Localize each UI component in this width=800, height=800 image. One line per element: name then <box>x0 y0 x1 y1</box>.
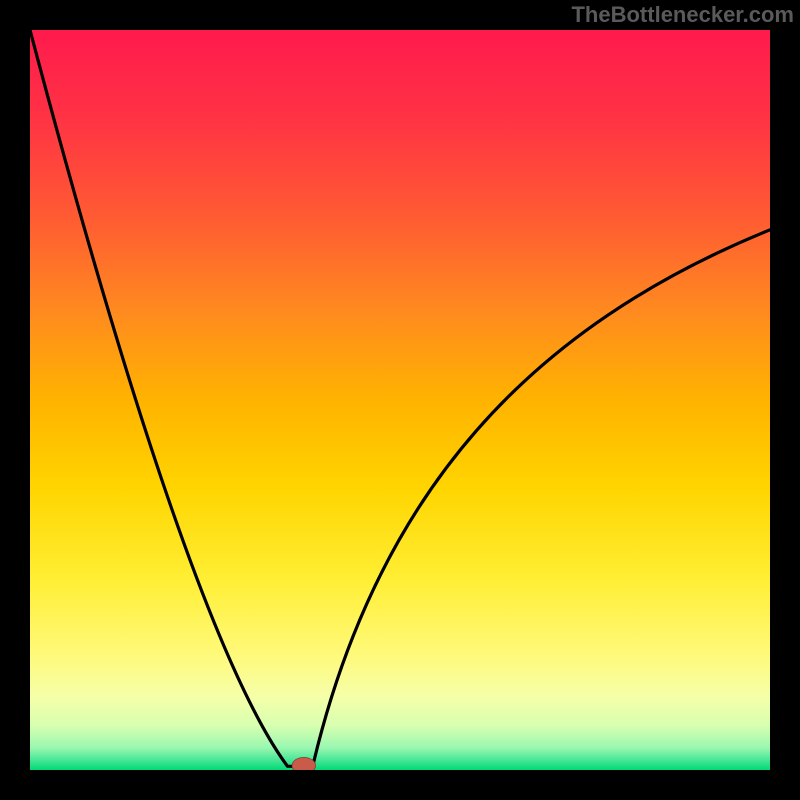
plot-area <box>30 30 770 770</box>
chart-svg <box>30 30 770 770</box>
gradient-background <box>30 30 770 770</box>
chart-container: TheBottlenecker.com <box>0 0 800 800</box>
watermark-text: TheBottlenecker.com <box>571 2 794 28</box>
